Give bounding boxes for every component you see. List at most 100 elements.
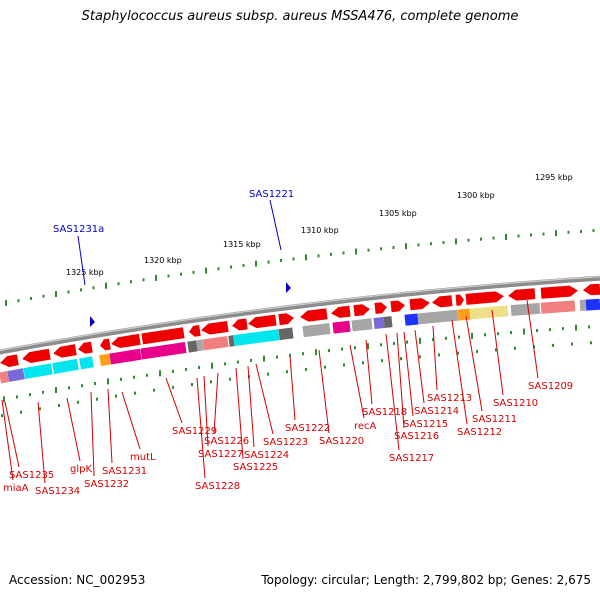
- gene-arrow-body: [22, 348, 51, 363]
- gene-label: SAS1227: [198, 449, 243, 460]
- gene-box: [7, 366, 25, 382]
- gene-box-body: [52, 358, 79, 374]
- gene-arrow: [390, 298, 405, 313]
- gene-label: SAS1235: [9, 470, 54, 481]
- gene-box-shine: [52, 356, 78, 363]
- gene-arrow: [330, 303, 351, 318]
- gene-leader: [121, 391, 141, 450]
- gene-arrow: [353, 302, 370, 317]
- gene-arrow-shine: [409, 295, 422, 299]
- gene-box-body: [79, 356, 94, 370]
- gene-arrow-body: [248, 314, 277, 329]
- backbone-highlight: [0, 276, 600, 352]
- gene-arrow: [188, 322, 201, 337]
- gene-arrow-body: [111, 333, 141, 349]
- gene-arrow-shine: [374, 300, 382, 303]
- gene-arrow-body: [189, 324, 201, 337]
- gene-arrow-shine: [0, 352, 18, 357]
- gene-leader: [66, 397, 81, 462]
- gene-arrow: [0, 352, 19, 367]
- gene-leader: [432, 325, 438, 391]
- gene-label: SAS1210: [493, 398, 538, 409]
- scale-label: 1315 kbp: [223, 240, 261, 249]
- gene-box-body: [417, 309, 459, 325]
- gene-arrow: [52, 342, 77, 358]
- gene-box-shine: [457, 306, 470, 309]
- gene-arrow: [299, 306, 328, 322]
- gene-box: [417, 307, 459, 325]
- gene-arrow-body: [232, 318, 248, 331]
- gene-arrow-shine: [390, 298, 399, 301]
- gene-leader: [4, 401, 20, 468]
- gene-box-body: [579, 299, 587, 311]
- blue-gene-label: SAS1231a: [53, 224, 104, 235]
- leader-lines: [1, 199, 539, 484]
- gene-box-shine: [404, 311, 418, 315]
- gene-arrow: [374, 300, 387, 314]
- gene-leader: [403, 331, 414, 417]
- gene-leader: [414, 329, 425, 404]
- gene-arrow-body: [465, 291, 504, 305]
- gene-leader: [255, 363, 274, 435]
- gene-box-body: [233, 329, 280, 347]
- gene-label: SAS1229: [172, 426, 217, 437]
- gene-box-shine: [140, 339, 186, 348]
- gene-box-shine: [332, 318, 350, 322]
- gene-label: SAS1211: [472, 414, 517, 425]
- gene-leader: [289, 355, 296, 421]
- scale-label: 1320 kbp: [144, 256, 182, 265]
- gene-box-shine: [417, 307, 458, 313]
- gene-box: [351, 316, 373, 332]
- gene-box-shine: [540, 298, 575, 302]
- gene-arrow-body: [141, 327, 185, 345]
- gene-arrow-shine: [188, 322, 200, 326]
- gene-arrow-shine: [231, 316, 247, 320]
- ticks-layer: 1325 kbp 1320 kbp 1315 kbp 1310 kbp 1305 kbp…: [1, 173, 595, 418]
- gene-label: SAS1214: [414, 406, 459, 417]
- gene-box-shine: [510, 300, 540, 305]
- gene-box: [457, 306, 471, 321]
- gene-label: SAS1216: [394, 431, 439, 442]
- gene-box-shine: [351, 316, 372, 320]
- gene-box-body: [540, 300, 576, 314]
- blue-gene-label: SAS1221: [249, 189, 294, 200]
- scale-label: 1325 kbp: [66, 268, 104, 277]
- gene-box: [540, 298, 576, 314]
- gene-label: SAS1212: [457, 427, 502, 438]
- marker-flag: [90, 316, 95, 327]
- gene-box: [202, 333, 229, 351]
- gene-box: [469, 303, 509, 320]
- gene-label: SAS1231: [102, 466, 147, 477]
- gene-box: [579, 297, 587, 311]
- gene-box: [233, 327, 280, 347]
- gene-arrow-body: [100, 338, 111, 351]
- gene-arrow: [278, 310, 294, 326]
- gene-label: SAS1209: [528, 381, 573, 392]
- gene-box: [332, 318, 351, 334]
- gene-leader: [247, 365, 255, 448]
- gene-box-shine: [0, 368, 8, 372]
- gene-box-body: [99, 353, 111, 367]
- genome-backbone: [0, 275, 600, 355]
- gene-arrow: [21, 346, 51, 363]
- gene-arrow-shine: [582, 281, 600, 285]
- gene-arrow-shine: [52, 342, 76, 348]
- gene-arrow-shine: [278, 310, 287, 314]
- gene-leader: [318, 349, 330, 434]
- gene-box-body: [351, 318, 373, 332]
- gene-box-shine: [233, 327, 279, 335]
- map-title: Staphylococcus aureus subsp. aureus MSSA…: [81, 9, 519, 24]
- gene-leader: [465, 315, 483, 412]
- gene-box: [99, 351, 111, 367]
- gene-arrow-body: [300, 308, 328, 322]
- gene-leader: [1, 399, 14, 481]
- accession-text: Accession: NC_002953: [9, 573, 146, 587]
- gene-label: mutL: [130, 452, 156, 463]
- backbone-line: [0, 275, 600, 355]
- gene-box: [383, 313, 393, 328]
- gene-arrow: [200, 318, 229, 335]
- gene-box: [52, 356, 79, 374]
- blue-leader: [77, 235, 86, 286]
- gene-arrow: [465, 289, 504, 305]
- gene-box-shine: [196, 337, 203, 340]
